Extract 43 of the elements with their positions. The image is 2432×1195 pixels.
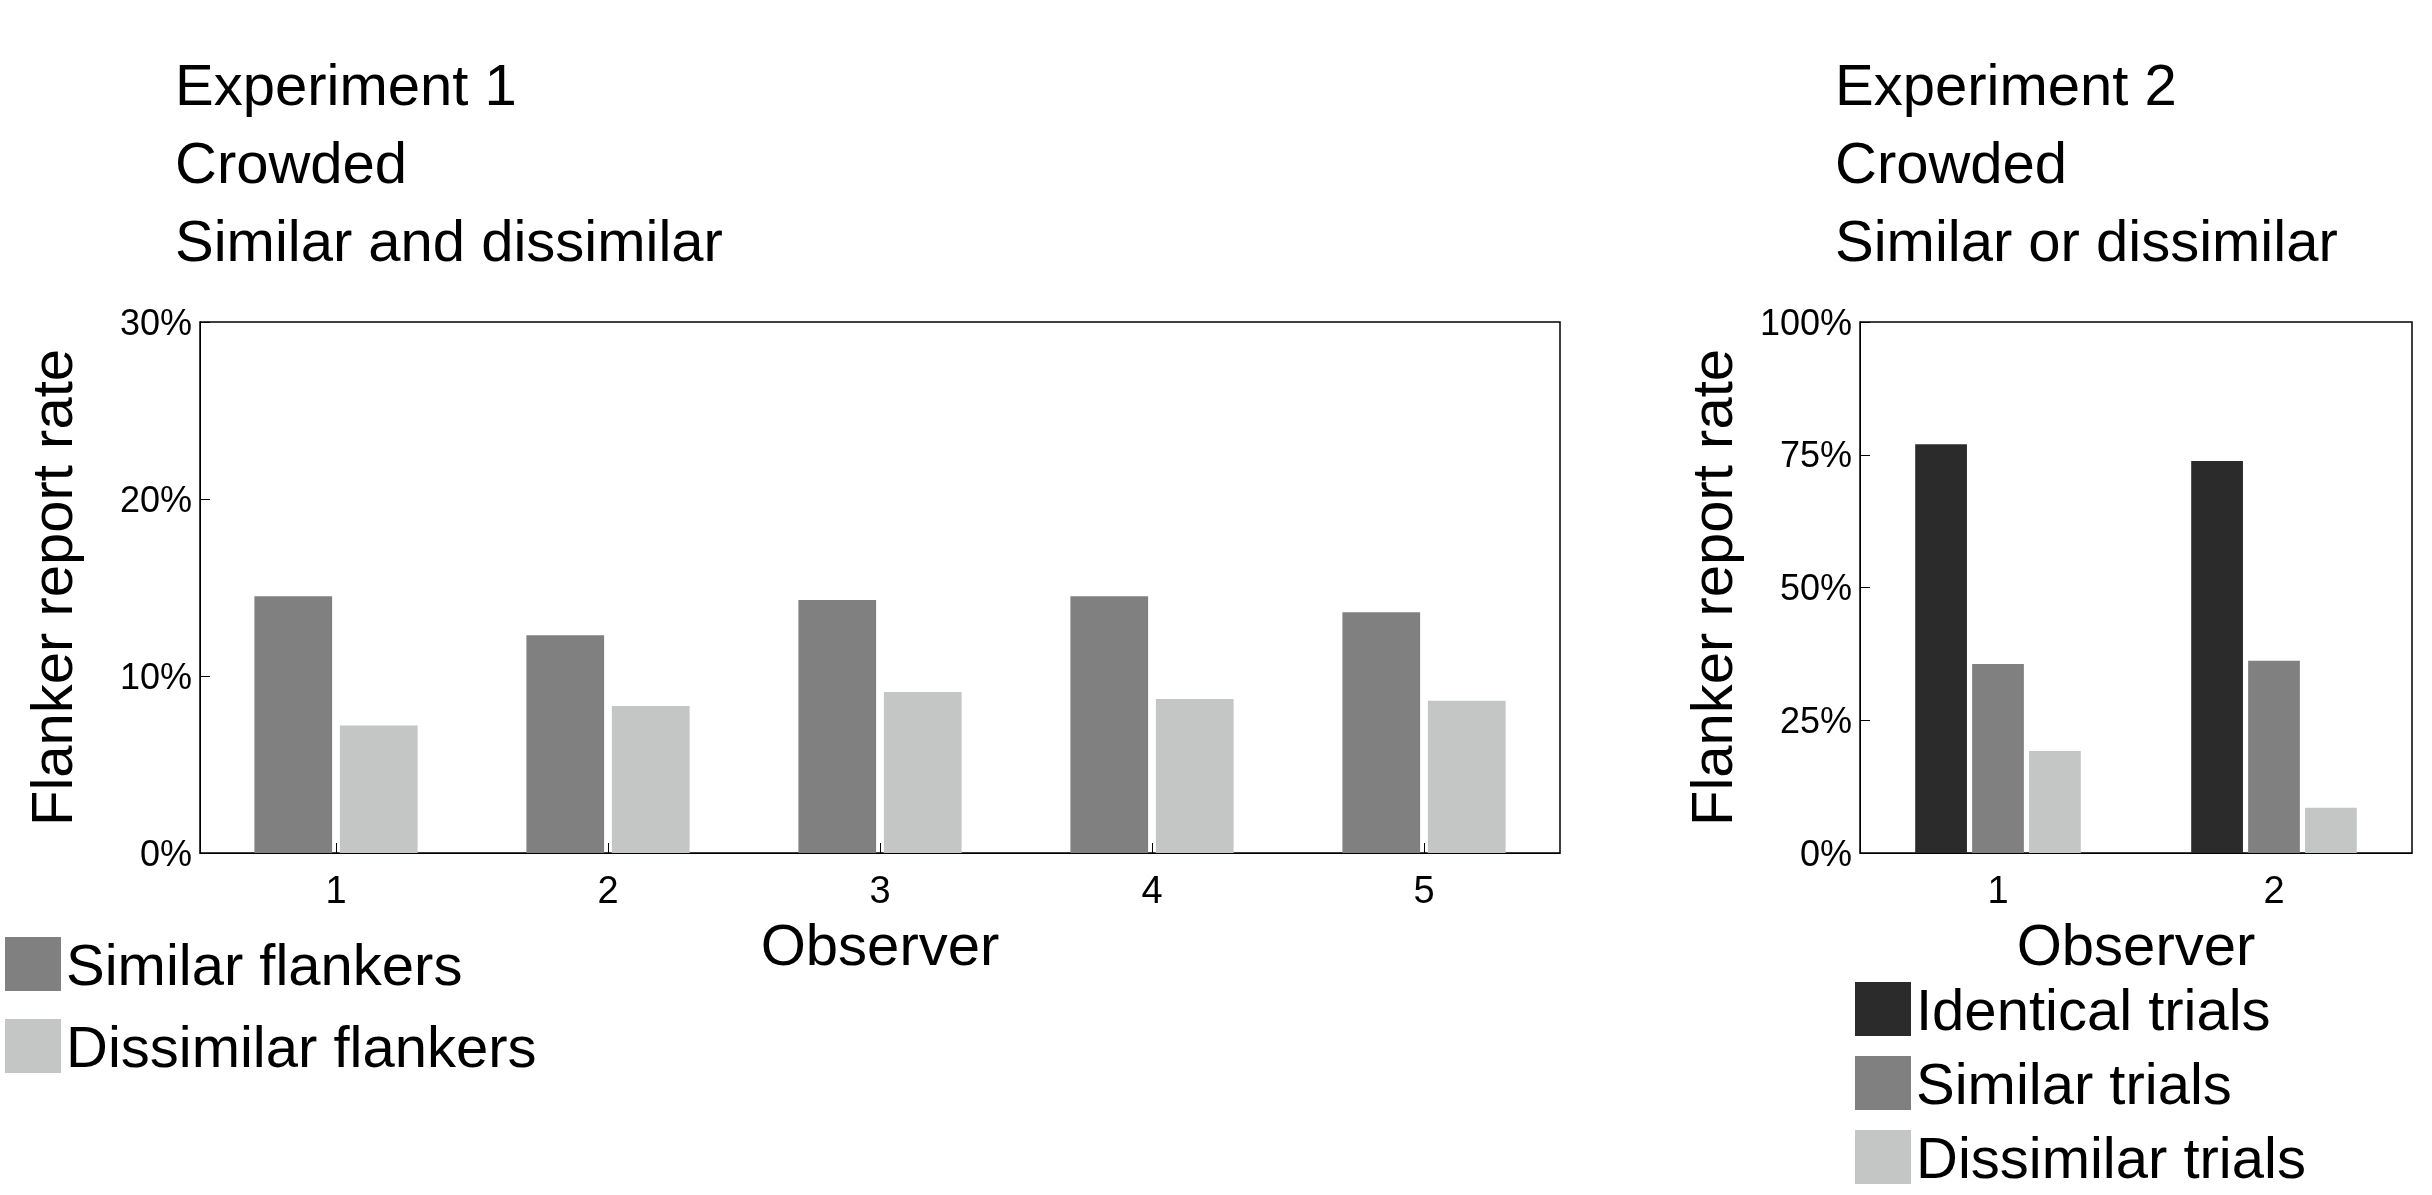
x-tick-label: 2 (2263, 869, 2285, 911)
y-axis-title: Flanker report rate (18, 348, 84, 827)
y-tick-label: 30% (119, 301, 192, 343)
legend-label: Similar trials (1916, 1050, 2232, 1116)
bar (883, 691, 962, 853)
bar (2305, 807, 2357, 853)
chart-title: Experiment 1 Crowded Similar and dissimilar (175, 51, 723, 273)
x-tick-label: 2 (597, 869, 619, 911)
x-tick-label: 4 (1141, 869, 1163, 911)
y-tick-label: 10% (119, 655, 192, 697)
bar (2191, 461, 2243, 853)
bar (1972, 663, 2024, 853)
bar (1342, 612, 1421, 853)
y-tick-label: 25% (1779, 699, 1852, 741)
x-axis-title: Observer (2016, 911, 2256, 977)
x-tick-label: 1 (1987, 869, 2009, 911)
x-tick-label: 1 (325, 869, 347, 911)
bar (2248, 660, 2300, 853)
bar (798, 599, 877, 853)
legend-label: Similar flankers (66, 931, 463, 997)
x-tick-label: 5 (1413, 869, 1435, 911)
bar (254, 596, 333, 853)
bar (1155, 699, 1234, 853)
x-axis-title: Observer (760, 911, 1000, 977)
legend-label: Dissimilar trials (1916, 1124, 2306, 1190)
y-axis-title: Flanker report rate (1678, 348, 1744, 827)
y-tick-label: 0% (139, 832, 192, 874)
y-tick-label: 20% (119, 478, 192, 520)
y-tick-label: 0% (1799, 832, 1852, 874)
bar (1427, 700, 1506, 853)
bar (611, 706, 690, 853)
chart-title: Experiment 2 Crowded Similar or dissimilar (1835, 51, 2338, 273)
legend-label: Identical trials (1916, 976, 2271, 1042)
bar (1070, 596, 1149, 853)
bar (526, 635, 605, 853)
bar (1915, 444, 1967, 853)
legend-label: Dissimilar flankers (66, 1013, 537, 1079)
bar (339, 725, 418, 853)
y-tick-label: 75% (1779, 434, 1852, 476)
x-tick-label: 3 (869, 869, 891, 911)
y-tick-label: 50% (1779, 567, 1852, 608)
bar (2029, 751, 2081, 853)
y-tick-label: 100% (1759, 301, 1852, 343)
